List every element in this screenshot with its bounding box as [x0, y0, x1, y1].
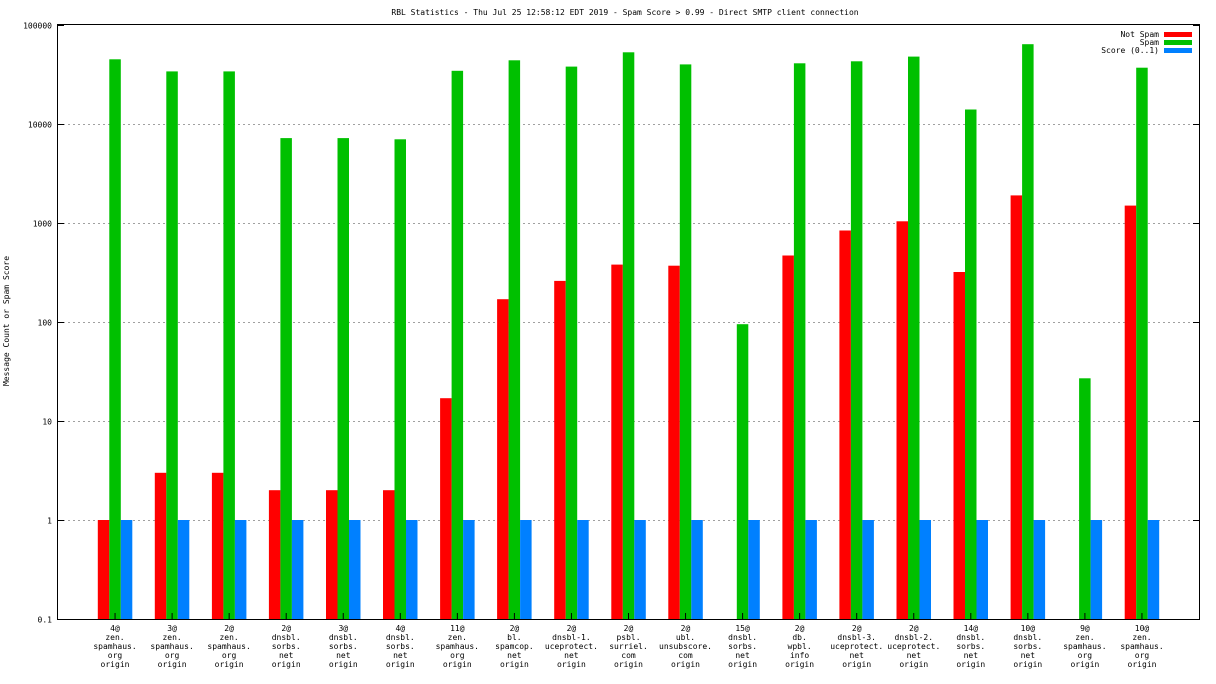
bar-spam: [1136, 67, 1148, 619]
y-tick-label: 100000: [23, 22, 52, 31]
bar-score-0-1: [577, 520, 589, 619]
x-tick-label: 2@ ubl. unsubscore. com origin: [659, 624, 712, 669]
x-axis-tick-labels: 4@ zen. spamhaus. org origin 3@ zen. spamhaus. o…: [93, 613, 1164, 669]
x-tick-label: 2@ zen. spamhaus. org origin: [207, 624, 250, 669]
bar-score-0-1: [748, 520, 760, 619]
bar-not-spam: [440, 398, 452, 619]
bar-not-spam: [211, 472, 224, 619]
legend-swatch: [1164, 48, 1192, 53]
bar-spam: [793, 63, 806, 620]
y-tick-label: 10: [42, 418, 52, 427]
bar-spam: [394, 139, 406, 620]
bar-not-spam: [1010, 195, 1023, 619]
bar-not-spam: [554, 280, 566, 619]
y-tick-label: 1: [47, 517, 52, 526]
bar-score-0-1: [1033, 520, 1046, 619]
bar-not-spam: [326, 490, 338, 619]
y-axis-label: Message Count or Spam Score: [2, 256, 11, 386]
bar-spam: [565, 66, 578, 620]
x-tick-label: 2@ psbl. surriel. com origin: [609, 624, 648, 669]
x-tick-label: 2@ dnsbl-1. uceprotect. net origin: [545, 624, 598, 669]
bar-score-0-1: [1090, 520, 1103, 619]
bar-score-0-1: [463, 520, 475, 619]
bar-score-0-1: [634, 520, 646, 619]
bar-score-0-1: [349, 520, 361, 619]
bar-not-spam: [839, 230, 851, 619]
bar-spam: [850, 61, 863, 620]
y-tick-label: 10000: [28, 121, 52, 130]
bar-not-spam: [154, 472, 167, 619]
legend-swatch: [1164, 40, 1192, 45]
chart-title: RBL Statistics - Thu Jul 25 12:58:12 EDT…: [391, 8, 858, 17]
bar-spam: [109, 59, 121, 620]
legend-swatch: [1164, 32, 1192, 37]
bar-score-0-1: [919, 520, 931, 619]
x-tick-label: 3@ zen. spamhaus. org origin: [150, 624, 193, 669]
bar-score-0-1: [177, 520, 190, 619]
x-tick-label: 2@ dnsbl-2. uceprotect. net origin: [887, 624, 940, 669]
bar-not-spam: [268, 490, 281, 619]
x-tick-label: 2@ dnsbl-3. uceprotect. net origin: [830, 624, 883, 669]
x-tick-label: 2@ dnsbl. sorbs. net origin: [272, 624, 301, 669]
plot-frame: [57, 24, 1200, 620]
bar-score-0-1: [862, 520, 874, 619]
x-tick-label: 10@ dnsbl. sorbs. net origin: [1013, 624, 1042, 669]
bar-spam: [1079, 378, 1091, 619]
x-tick-label: 14@ dnsbl. sorbs. net origin: [956, 624, 985, 669]
bar-not-spam: [611, 264, 623, 619]
bar-score-0-1: [234, 520, 247, 619]
x-tick-label: 11@ zen. spamhaus. org origin: [436, 624, 479, 669]
bar-not-spam: [668, 265, 680, 619]
x-tick-label: 15@ dnsbl. sorbs. net origin: [728, 624, 757, 669]
x-tick-label: 9@ zen. spamhaus. org origin: [1063, 624, 1106, 669]
bar-spam: [965, 109, 977, 619]
bar-not-spam: [97, 520, 110, 619]
bar-not-spam: [782, 255, 794, 619]
x-tick-label: 2@ db. wpbl. info origin: [785, 624, 814, 669]
bar-spam: [451, 70, 464, 620]
bar-score-0-1: [976, 520, 988, 619]
bar-not-spam: [383, 490, 395, 619]
bar-spam: [679, 64, 692, 619]
y-tick-label: 0.1: [38, 616, 53, 625]
bar-not-spam: [497, 299, 509, 619]
bar-spam: [166, 71, 178, 619]
bar-score-0-1: [291, 520, 304, 619]
bar-score-0-1: [406, 520, 418, 619]
bar-spam: [508, 60, 521, 620]
legend-label: Not Spam: [1120, 30, 1159, 39]
legend-label: Score (0..1): [1101, 46, 1159, 55]
bar-spam: [1022, 44, 1034, 619]
bar-spam: [223, 71, 235, 619]
x-tick-label: 2@ bl. spamcop. net origin: [495, 624, 534, 669]
bar-score-0-1: [120, 520, 133, 619]
bar-not-spam: [953, 272, 965, 619]
y-tick-label: 100: [38, 319, 53, 328]
bar-score-0-1: [691, 520, 703, 619]
bar-not-spam: [1124, 205, 1137, 619]
y-tick-label: 1000: [33, 220, 52, 229]
bar-spam: [337, 138, 349, 619]
bar-spam: [908, 56, 920, 620]
bar-spam: [736, 324, 749, 619]
legend-label: Spam: [1140, 38, 1159, 47]
bar-spam: [280, 138, 292, 619]
bar-score-0-1: [1147, 520, 1160, 619]
x-tick-label: 3@ dnsbl. sorbs. net origin: [329, 624, 358, 669]
x-tick-label: 4@ zen. spamhaus. org origin: [93, 624, 136, 669]
x-tick-label: 10@ zen. spamhaus. org origin: [1120, 624, 1163, 669]
bar-score-0-1: [805, 520, 817, 619]
bar-score-0-1: [520, 520, 532, 619]
bar-not-spam: [896, 221, 908, 620]
x-tick-label: 4@ dnsbl. sorbs. net origin: [386, 624, 415, 669]
bar-spam: [622, 52, 635, 620]
bars: [97, 44, 1160, 620]
